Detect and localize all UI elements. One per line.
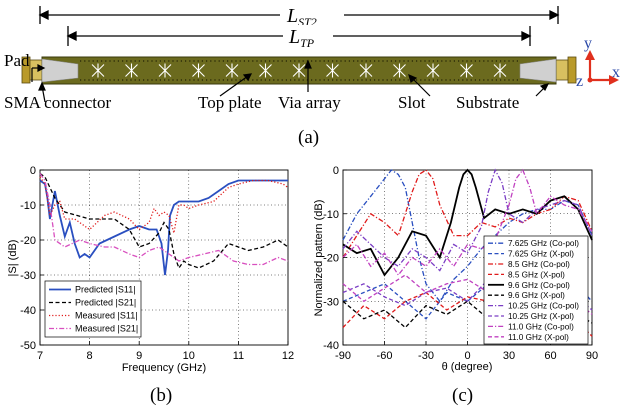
y-tick-label: -20 bbox=[20, 235, 36, 247]
x-tick-label: 60 bbox=[544, 350, 556, 362]
y-tick-label: 0 bbox=[30, 165, 36, 177]
plot-c-legend: 7.625 GHz (Co-pol)7.625 GHz (X-pol)8.5 G… bbox=[483, 235, 589, 345]
plot-b-series bbox=[39, 172, 289, 276]
plot-b-ticks: 0 -10 -20 -30 -40 -507 8 9 10 11 12 bbox=[20, 165, 294, 362]
x-tick-label: 10 bbox=[183, 350, 195, 362]
x-tick-label: -30 bbox=[418, 350, 434, 362]
y-tick-label: -30 bbox=[323, 296, 339, 308]
legend-entry: Predicted |S21| bbox=[75, 298, 136, 308]
x-tick-label: -90 bbox=[335, 350, 351, 362]
plot-c-ticks: 0 -10 -20 -30 -40-90 -60 -30 0 30 60 90 bbox=[323, 165, 598, 362]
legend-entry: Measured |S11| bbox=[75, 311, 138, 321]
series-line bbox=[342, 169, 593, 303]
pad-left bbox=[41, 58, 79, 83]
plot-b-legend: Predicted |S11| Predicted |S21| Measured |… bbox=[44, 280, 142, 338]
slot bbox=[158, 63, 172, 78]
legend-entry: 10.25 GHz (Co-pol) bbox=[508, 302, 579, 311]
slot bbox=[426, 63, 440, 78]
series-line bbox=[39, 176, 289, 234]
callout-arrows bbox=[31, 59, 550, 103]
plot-b-xlabel: Frequency (GHz) bbox=[122, 362, 206, 374]
x-tick-label: 7 bbox=[37, 350, 43, 362]
y-tick-label: -20 bbox=[323, 253, 339, 265]
y-tick-label: -10 bbox=[20, 200, 36, 212]
pad-right bbox=[519, 58, 557, 83]
x-tick-label: -60 bbox=[377, 350, 393, 362]
x-tick-label: 0 bbox=[464, 350, 470, 362]
slot bbox=[460, 63, 473, 78]
slot bbox=[359, 63, 373, 78]
callout-substrate: Substrate bbox=[456, 93, 519, 112]
slot bbox=[292, 63, 306, 78]
legend-entry: 11.0 GHz (Co-pol) bbox=[508, 322, 574, 331]
legend-entry: 10.25 GHz (X-pol) bbox=[508, 312, 574, 321]
plot-c-xlabel: θ (degree) bbox=[442, 361, 493, 373]
axis-label-y: y bbox=[584, 35, 592, 52]
callout-via-array: Via array bbox=[278, 93, 341, 112]
x-tick-label: 8 bbox=[87, 350, 93, 362]
legend-entry: 7.625 GHz (Co-pol) bbox=[508, 239, 579, 248]
legend-entry: 7.625 GHz (X-pol) bbox=[508, 250, 574, 259]
slot bbox=[393, 63, 406, 78]
x-tick-label: 12 bbox=[282, 350, 294, 362]
series-line bbox=[39, 179, 288, 276]
label-ltp: LTP bbox=[288, 26, 315, 50]
x-tick-label: 9 bbox=[136, 350, 142, 362]
slot bbox=[259, 63, 272, 78]
slot bbox=[125, 63, 138, 78]
callout-top-plate: Top plate bbox=[198, 93, 261, 112]
sma-connector-right bbox=[555, 56, 577, 84]
callout-pad: Pad bbox=[4, 51, 30, 70]
x-tick-label: 90 bbox=[586, 350, 598, 362]
x-tick-label: 11 bbox=[233, 350, 244, 362]
y-tick-label: -50 bbox=[20, 340, 36, 352]
legend-entry: 11.0 GHz (X-pol) bbox=[508, 333, 569, 342]
panel-a: LST2 LTP bbox=[4, 4, 620, 112]
panel-b: 0 -10 -20 -30 -40 -507 8 9 10 11 12 Frequency (GHz… bbox=[7, 165, 294, 374]
callout-slot: Slot bbox=[398, 93, 426, 112]
plot-c-ylabel: Normalized pattern (dB) bbox=[313, 200, 325, 317]
legend-entry: 9.6 GHz (X-pol) bbox=[508, 291, 565, 300]
legend-entry: Predicted |S11| bbox=[75, 285, 136, 295]
caption-c: (c) bbox=[452, 385, 473, 406]
slot bbox=[91, 63, 105, 78]
series-line bbox=[342, 168, 593, 277]
y-tick-label: 0 bbox=[333, 165, 339, 177]
series-line bbox=[39, 172, 289, 270]
coordinate-axes: y x z bbox=[576, 35, 620, 90]
caption-a: (a) bbox=[298, 127, 319, 148]
slot bbox=[192, 63, 205, 78]
axis-label-x: x bbox=[612, 64, 620, 81]
legend-entry: Measured |S21| bbox=[75, 324, 138, 334]
plot-b-ylabel: |S| (dB) bbox=[7, 240, 19, 277]
panel-c: 0 -10 -20 -30 -40-90 -60 -30 0 30 60 90 θ (degree)… bbox=[313, 165, 598, 373]
legend-entry: 8.5 GHz (Co-pol) bbox=[508, 260, 570, 269]
slot bbox=[225, 63, 239, 78]
callout-sma-connector: SMA connector bbox=[4, 93, 112, 112]
series-line bbox=[342, 169, 593, 258]
legend-entry: 8.5 GHz (X-pol) bbox=[508, 270, 565, 279]
series-line bbox=[342, 274, 593, 311]
slot bbox=[493, 63, 507, 78]
y-tick-label: -30 bbox=[20, 270, 36, 282]
y-tick-label: -40 bbox=[20, 305, 36, 317]
series-line bbox=[342, 168, 593, 277]
legend-entry: 9.6 GHz (Co-pol) bbox=[508, 281, 570, 290]
slot bbox=[326, 63, 339, 78]
axis-label-z: z bbox=[576, 73, 583, 90]
x-tick-label: 30 bbox=[503, 350, 515, 362]
y-tick-label: -10 bbox=[323, 209, 339, 221]
slot-array bbox=[91, 63, 507, 78]
y-tick-label: -40 bbox=[323, 340, 339, 352]
caption-b: (b) bbox=[150, 385, 172, 406]
